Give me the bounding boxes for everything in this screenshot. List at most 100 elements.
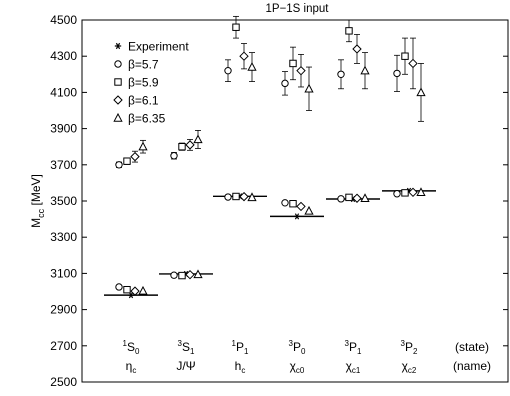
y-tick-label: 2500	[50, 375, 77, 389]
square-marker	[401, 189, 409, 197]
experiment-marker	[114, 42, 122, 50]
y-tick-label: 3900	[50, 122, 77, 136]
triangle-marker	[247, 192, 257, 202]
triangle-marker	[360, 65, 370, 75]
name-label-subscript: c2	[408, 366, 417, 375]
series-square	[123, 15, 409, 294]
name-label-base: χ	[290, 359, 297, 373]
y-tick-label: 3500	[50, 194, 77, 208]
row-label-state: (state)	[455, 340, 489, 354]
y-tick-label: 4500	[50, 13, 77, 27]
diamond-marker	[130, 151, 140, 162]
triangle-marker	[193, 134, 203, 144]
legend-label: β=5.7	[128, 58, 159, 72]
state-label-subscript: 2	[413, 347, 418, 356]
circle-marker	[114, 60, 122, 68]
square-marker	[289, 59, 297, 68]
name-label: ηc	[126, 359, 137, 375]
experiment-marker-stroke	[128, 292, 134, 299]
y-tick-label: 3100	[50, 266, 77, 280]
legend-label: Experiment	[128, 40, 189, 54]
y-tick-label: 4300	[50, 49, 77, 63]
square-marker	[123, 157, 131, 165]
square-marker	[345, 27, 353, 35]
name-label: χc1	[346, 359, 361, 375]
circle-marker	[224, 193, 232, 201]
square-marker	[345, 193, 353, 202]
state-label: 3P2	[401, 339, 418, 356]
legend-label: β=6.1	[128, 94, 159, 108]
diamond-marker	[239, 51, 249, 61]
y-tick-label: 2700	[50, 339, 77, 353]
triangle-marker	[247, 61, 257, 71]
name-label-base: J/Ψ	[176, 359, 195, 373]
diamond-marker	[239, 191, 249, 202]
state-label-letter: P	[236, 340, 244, 354]
triangle-marker	[304, 205, 314, 215]
circle-marker	[224, 66, 232, 75]
circle-marker	[281, 79, 289, 88]
circle-marker	[170, 271, 178, 279]
state-label-multiplicity: 3	[345, 339, 350, 348]
circle-marker	[115, 161, 123, 169]
name-label: χc0	[290, 359, 305, 375]
state-label-subscript: 0	[135, 347, 140, 356]
series-circle	[115, 54, 401, 291]
circle-marker	[170, 152, 178, 160]
diamond-marker	[352, 193, 362, 203]
series-diamond	[130, 34, 418, 296]
square-marker	[123, 285, 131, 294]
y-tick-label: 4100	[50, 85, 77, 99]
triangle-marker	[416, 87, 426, 97]
legend-label: β=6.35	[128, 112, 166, 126]
square-marker	[114, 78, 122, 86]
square-marker	[232, 23, 240, 31]
state-label: 1S0	[123, 339, 140, 356]
name-label: χc2	[402, 359, 417, 375]
experiment-marker-stroke	[115, 42, 121, 50]
name-label-base: χ	[402, 359, 409, 373]
circle-marker	[281, 199, 289, 207]
state-label: 1P1	[232, 339, 249, 356]
name-label-base: η	[126, 359, 133, 373]
name-label-base: h	[235, 359, 242, 373]
triangle-marker	[193, 269, 203, 279]
state-label-subscript: 0	[301, 347, 306, 356]
state-label-multiplicity: 3	[289, 339, 294, 348]
y-axis-label: Mcc [MeV]	[29, 174, 46, 228]
data-marks	[104, 15, 436, 299]
circle-marker	[393, 69, 401, 78]
diamond-marker	[130, 286, 140, 296]
name-label-subscript: c	[132, 366, 136, 375]
y-tick-label: 3300	[50, 230, 77, 244]
state-label: 3S1	[178, 339, 195, 356]
state-label-multiplicity: 1	[232, 339, 237, 348]
experiment-marker	[293, 213, 301, 220]
y-axis-label-sub: cc	[36, 208, 46, 218]
triangle-marker	[113, 112, 123, 122]
state-label-letter: P	[293, 340, 301, 354]
state-label-subscript: 1	[190, 347, 195, 356]
diamond-marker	[185, 269, 195, 280]
square-marker	[401, 52, 409, 60]
state-label-letter: P	[405, 340, 413, 354]
state-label-multiplicity: 3	[401, 339, 406, 348]
state-label-letter: S	[127, 340, 135, 354]
name-label-subscript: c	[241, 366, 245, 375]
square-marker	[178, 271, 186, 280]
series-triangle	[138, 52, 426, 295]
state-label: 3P1	[345, 339, 362, 356]
state-label-letter: P	[349, 340, 357, 354]
square-marker	[178, 143, 186, 151]
diamond-marker	[296, 65, 306, 76]
diamond-marker	[408, 187, 418, 198]
diamond-marker	[296, 201, 306, 212]
name-label: J/Ψ	[176, 359, 195, 373]
triangle-marker	[360, 193, 370, 202]
name-label: hc	[235, 359, 246, 375]
diamond-marker	[352, 44, 362, 54]
experiment-marker-stroke	[294, 213, 300, 220]
name-label-subscript: c0	[296, 366, 305, 375]
